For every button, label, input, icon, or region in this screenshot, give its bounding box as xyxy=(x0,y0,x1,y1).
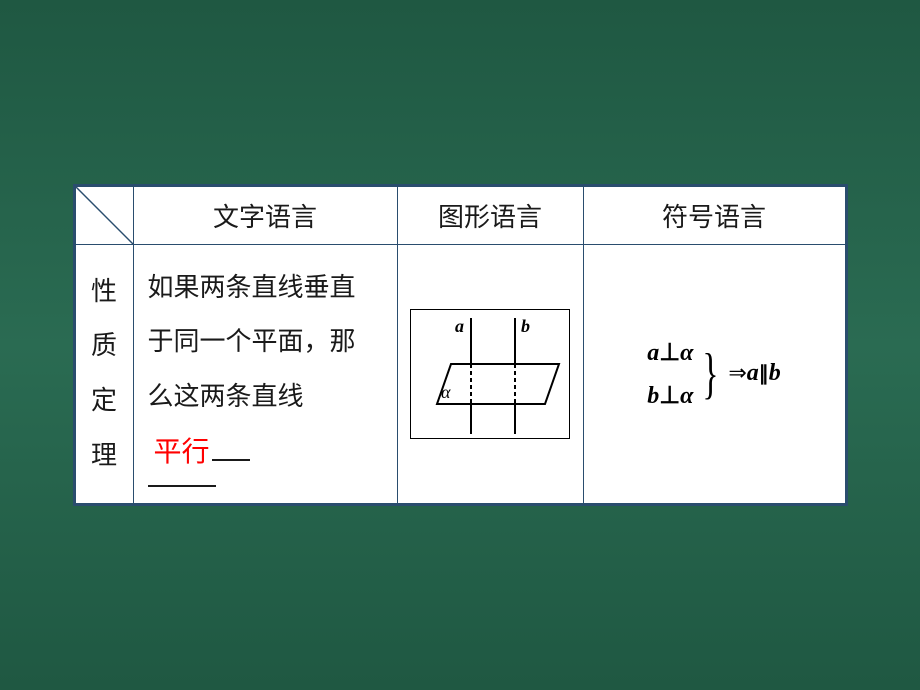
diagram-label-alpha: α xyxy=(441,382,451,402)
sym-result-a: a xyxy=(747,360,759,386)
theorem-table: 文字语言 图形语言 符号语言 性 质 定 理 如果两条直线垂直 于同一个平面，那… xyxy=(73,184,848,507)
sym-b2: b xyxy=(647,383,659,409)
side-char-2: 质 xyxy=(90,319,119,374)
symbol-cell: a⊥α b⊥α } ⇒a∥b xyxy=(583,244,845,504)
diagram-label-b: b xyxy=(521,316,530,336)
main-table: 文字语言 图形语言 符号语言 性 质 定 理 如果两条直线垂直 于同一个平面，那… xyxy=(75,186,846,505)
perpendicular-diagram: a b α xyxy=(410,309,570,439)
text-line-2: 于同一个平面，那 xyxy=(148,315,383,370)
header-symbol-language: 符号语言 xyxy=(583,186,845,244)
sym-perp1: ⊥ xyxy=(659,340,680,366)
answer-text: 平行 xyxy=(148,424,216,487)
premise-1: a⊥α xyxy=(647,338,693,367)
parallel-symbol: ∥ xyxy=(759,363,769,385)
content-row: 性 质 定 理 如果两条直线垂直 于同一个平面，那 么这两条直线 平行 xyxy=(75,244,845,504)
sym-a1: a xyxy=(647,340,659,366)
text-line-3: 么这两条直线 xyxy=(148,370,383,425)
diagonal-line-icon xyxy=(76,187,133,244)
diagonal-header-cell xyxy=(75,186,133,244)
implies-symbol: ⇒ xyxy=(728,360,746,385)
header-row: 文字语言 图形语言 符号语言 xyxy=(75,186,845,244)
side-char-1: 性 xyxy=(90,265,119,320)
sym-alpha2: α xyxy=(680,383,693,409)
sym-perp2: ⊥ xyxy=(659,383,680,409)
brace-icon: } xyxy=(703,346,719,402)
row-label-theorem: 性 质 定 理 xyxy=(75,244,133,504)
text-line-1: 如果两条直线垂直 xyxy=(148,261,383,316)
text-description-cell: 如果两条直线垂直 于同一个平面，那 么这两条直线 平行 xyxy=(133,244,397,504)
header-graphic-language: 图形语言 xyxy=(397,186,583,244)
side-char-3: 定 xyxy=(90,374,119,429)
conclusion: ⇒a∥b xyxy=(728,360,780,387)
header-text-language: 文字语言 xyxy=(133,186,397,244)
plane-diagram-icon: a b α xyxy=(411,310,571,440)
premise-2: b⊥α xyxy=(647,381,693,410)
diagram-label-a: a xyxy=(455,316,464,336)
underline-extension xyxy=(212,459,250,461)
math-expression: a⊥α b⊥α } ⇒a∥b xyxy=(594,338,835,410)
side-char-4: 理 xyxy=(90,429,119,484)
sym-alpha1: α xyxy=(680,340,693,366)
graphic-cell: a b α xyxy=(397,244,583,504)
math-premises: a⊥α b⊥α xyxy=(647,338,693,410)
answer-line: 平行 xyxy=(148,424,383,487)
sym-result-b: b xyxy=(769,360,781,386)
